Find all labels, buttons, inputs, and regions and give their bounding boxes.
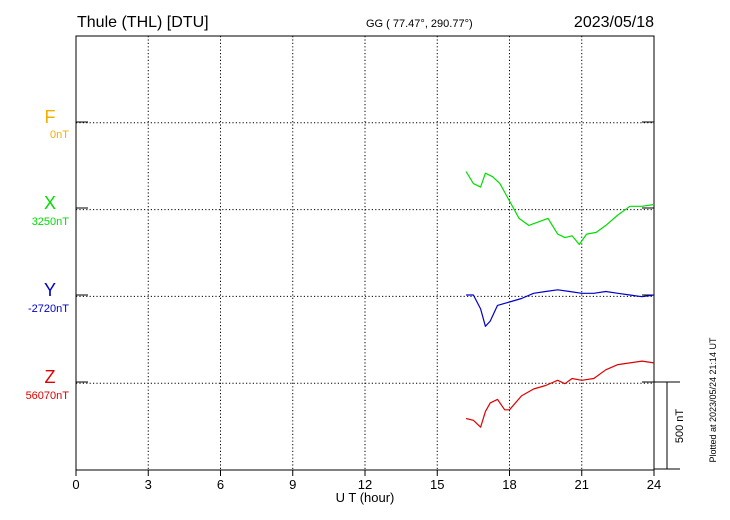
x-tick-label-6: 18 [502,477,516,492]
x-tick-label-3: 9 [289,477,296,492]
scale-bar: 500 nT [654,381,686,470]
x-tick-label-4: 12 [358,477,372,492]
series-name-y: Y [44,280,56,300]
series-line-x [465,171,655,246]
x-axis-label: U T (hour) [336,490,395,505]
series-line-z [465,360,655,428]
coordinates-label: GG ( 77.47°, 290.77°) [366,18,473,30]
scale-bar-label: 500 nT [674,409,686,444]
series-lines [465,171,655,428]
x-tick-label-1: 3 [145,477,152,492]
series-baseline-y: -2720nT [28,303,69,315]
x-tick-label-7: 21 [575,477,589,492]
series-name-x: X [44,193,56,213]
series-line-y [466,289,655,327]
x-tick-label-8: 24 [647,477,661,492]
series-baseline-x: 3250nT [32,216,70,228]
series-name-f: F [45,107,56,127]
baselines [76,121,654,383]
x-tick-label-2: 6 [217,477,224,492]
station-title: Thule (THL) [DTU] [77,14,209,31]
series-name-z: Z [45,367,56,387]
x-tick-label-0: 0 [72,477,79,492]
series-baseline-f: 0nT [50,129,69,141]
x-tick-label-5: 15 [430,477,444,492]
series-baseline-z: 56070nT [26,390,70,402]
x-tick-labels: 0 3 6 9 12 15 18 21 24 [72,470,661,492]
series-labels: F 0nT X 3250nT Y -2720nT Z 56070nT [26,107,70,402]
grid-lines [76,36,654,470]
date-label: 2023/05/18 [574,14,654,31]
plotted-timestamp: Plotted at 2023/05/24 21:14 UT [708,337,718,463]
